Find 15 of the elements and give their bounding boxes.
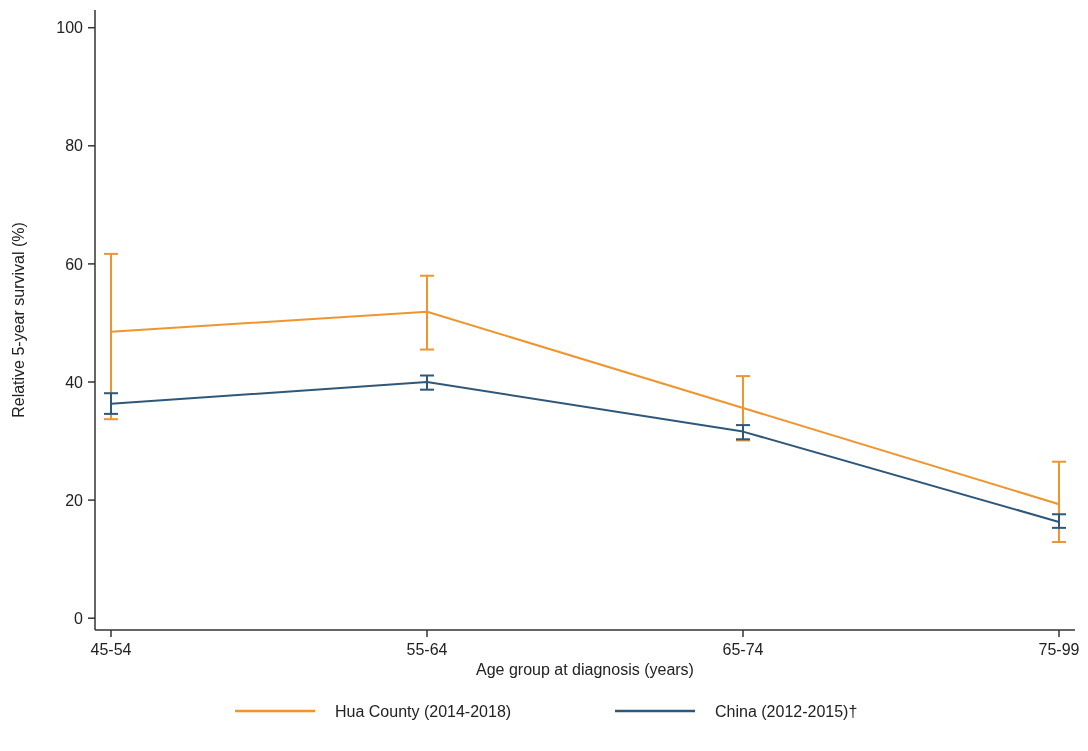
x-tick-label: 45-54 xyxy=(90,641,132,658)
x-tick-label: 65-74 xyxy=(722,641,764,658)
y-tick-label: 0 xyxy=(74,609,84,627)
y-tick-label: 40 xyxy=(65,373,84,391)
y-tick-label: 20 xyxy=(65,491,84,509)
x-tick-label: 55-64 xyxy=(406,641,448,658)
y-tick-label: 60 xyxy=(65,255,84,273)
legend-label: China (2012-2015)† xyxy=(715,702,858,720)
x-axis-title: Age group at diagnosis (years) xyxy=(476,661,694,678)
y-tick-label: 100 xyxy=(56,19,84,37)
line-series xyxy=(110,381,1060,523)
y-axis-title: Relative 5-year survival (%) xyxy=(10,222,27,418)
x-tick-label: 75-99 xyxy=(1038,641,1080,658)
legend-label: Hua County (2014-2018) xyxy=(335,702,512,720)
y-tick-label: 80 xyxy=(65,137,84,155)
